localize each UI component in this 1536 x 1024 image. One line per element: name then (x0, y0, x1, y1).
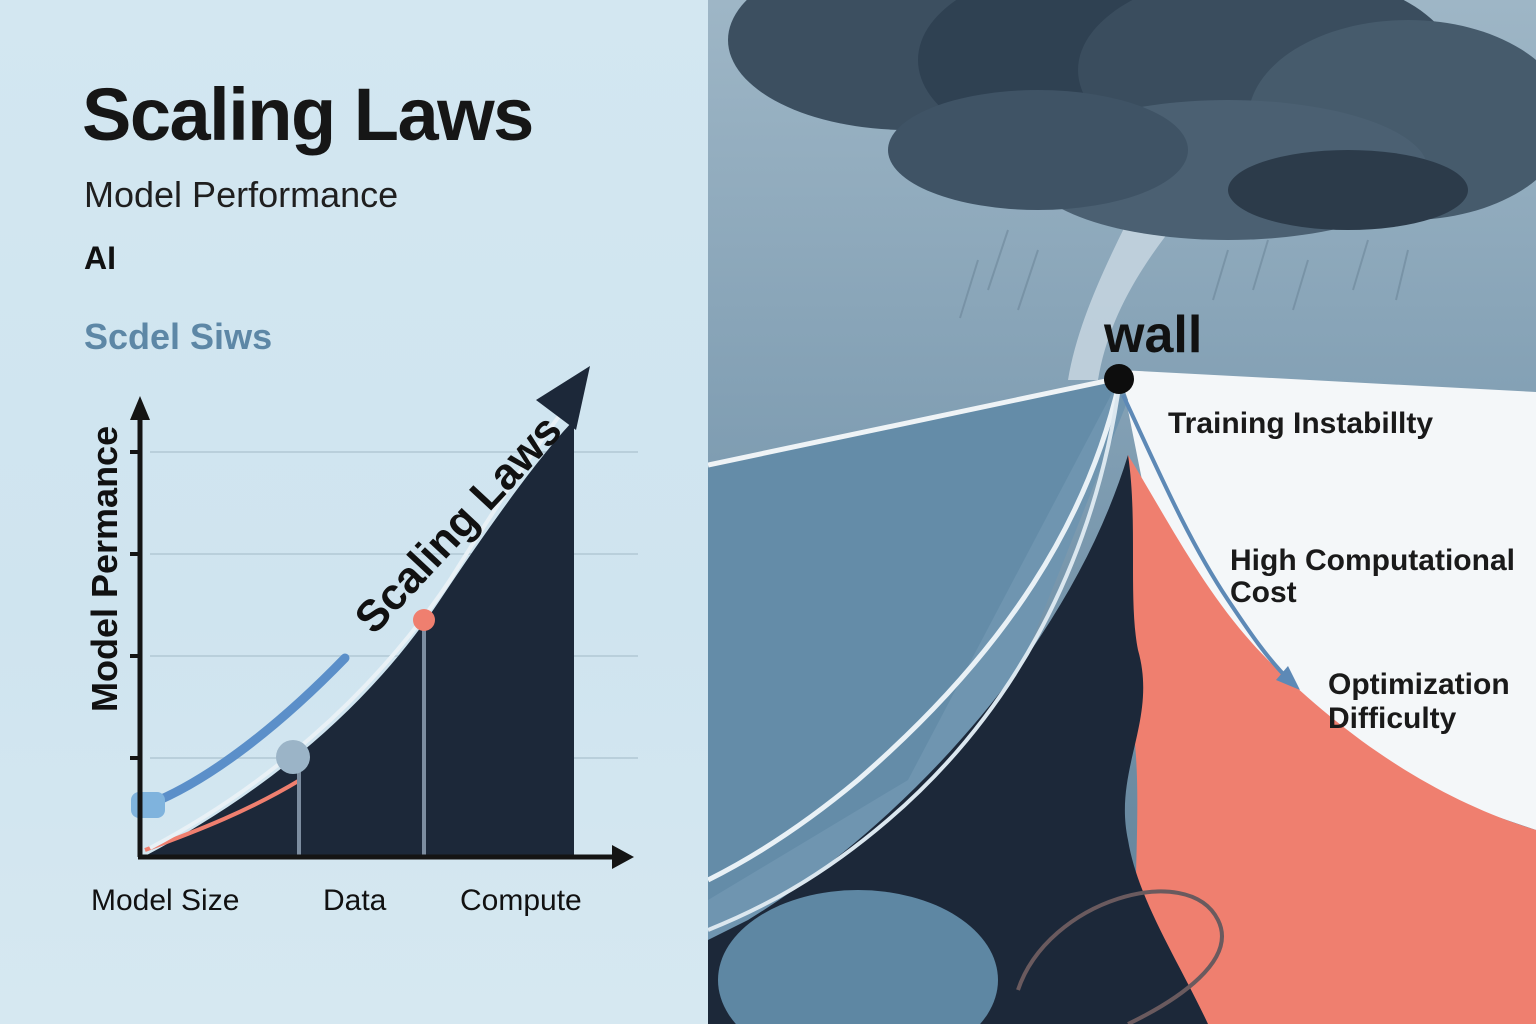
swoosh-line (708, 379, 1122, 932)
right-panel: wall Training Instabillty High Computati… (708, 0, 1536, 1024)
ai-tag: AI (84, 240, 116, 276)
swoosh-line (708, 379, 1123, 883)
section-label: Scdel Siws (84, 316, 273, 357)
horizon-line (708, 375, 1121, 468)
bright-region (1120, 370, 1536, 830)
coral-slope (1128, 455, 1536, 1024)
scaling-chart: Model Permance Scaling Laws (84, 366, 638, 869)
wall-point (1104, 364, 1134, 394)
y-ticks (130, 450, 140, 760)
foreground-rock (718, 890, 998, 1024)
issue-optimization-line1: Optimization (1328, 668, 1510, 701)
wall-label: wall (1103, 306, 1202, 364)
data-point (276, 740, 310, 774)
growth-area (145, 420, 574, 856)
storm-funnel (1068, 200, 1178, 380)
rain-streaks (959, 229, 1409, 319)
decline-arrow (1121, 394, 1295, 686)
plane-shade (708, 378, 1120, 900)
growth-arrow-head (536, 366, 590, 430)
issue-high-cost-line1: High Computational (1230, 544, 1515, 577)
issue-optimization-line2: Difficulty (1328, 702, 1457, 735)
left-panel: Scaling Laws Model Performance AI Scdel … (0, 0, 708, 1024)
issue-training-instability: Training Instabillty (1168, 407, 1433, 440)
wall-illustration: wall Training Instabillty High Computati… (708, 0, 1536, 1024)
dark-mountain (708, 455, 1208, 1024)
decline-arrow-head (1276, 666, 1300, 690)
x-category-data: Data (323, 884, 387, 917)
subtitle: Model Performance (84, 174, 399, 215)
y-axis-label: Model Permance (84, 426, 125, 712)
y-axis-arrow (130, 396, 150, 420)
compute-point (413, 609, 435, 631)
coral-curve (144, 778, 302, 852)
issue-high-cost-line2: Cost (1230, 576, 1297, 609)
blue-start-marker (131, 792, 165, 818)
x-category-compute: Compute (460, 884, 582, 917)
loop-line (1016, 889, 1224, 1024)
storm-cloud (728, 0, 1536, 240)
x-axis-arrow (612, 845, 634, 869)
main-title: Scaling Laws (82, 73, 534, 156)
x-category-model-size: Model Size (91, 884, 240, 917)
blue-trend-line (145, 653, 350, 809)
